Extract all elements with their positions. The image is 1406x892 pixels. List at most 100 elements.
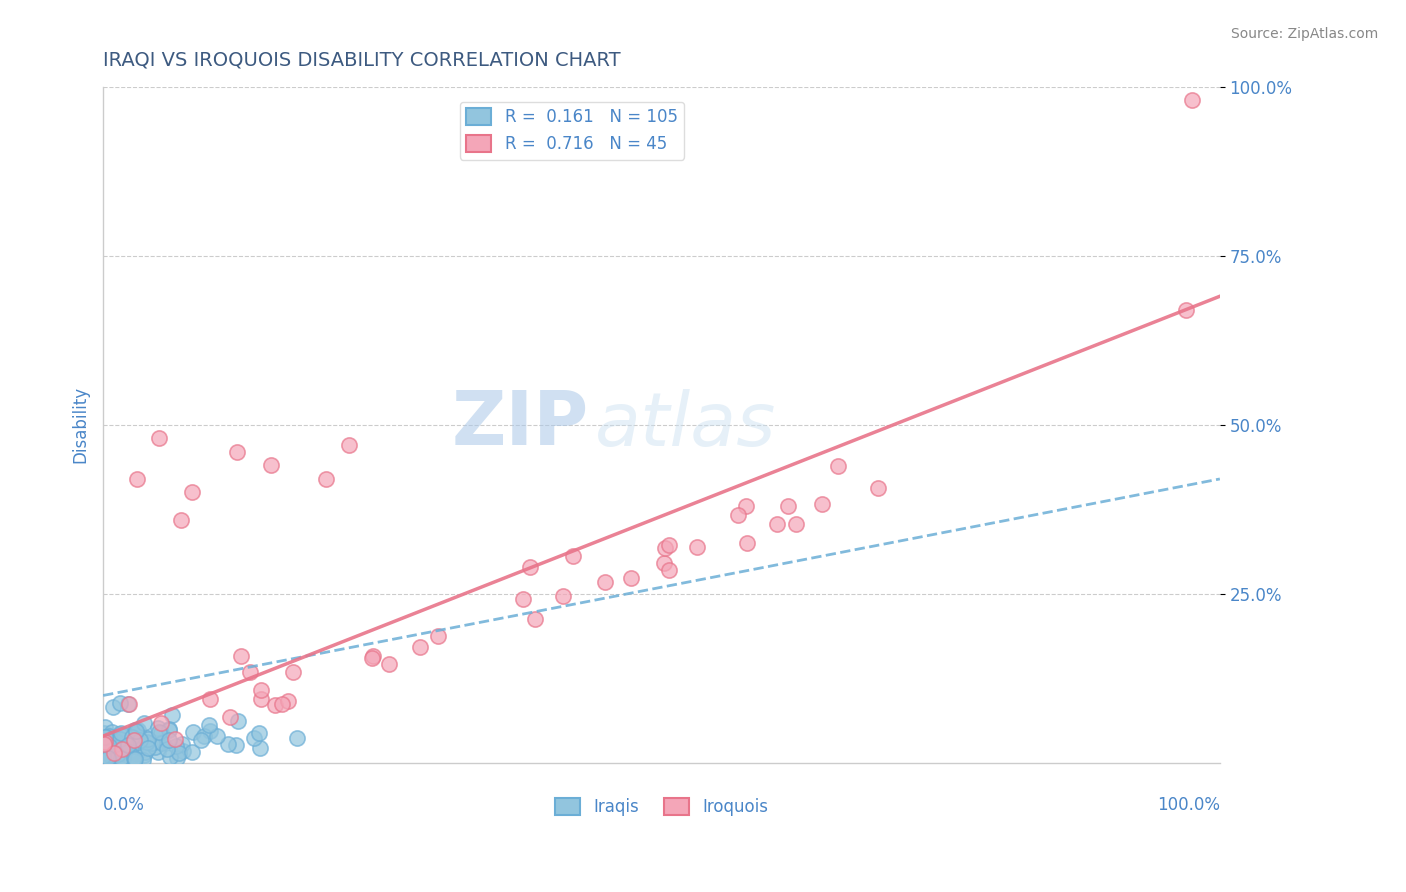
Point bbox=[110, 728, 132, 742]
Point bbox=[132, 716, 155, 731]
Point bbox=[93, 737, 115, 751]
Point bbox=[103, 746, 125, 760]
Point bbox=[97, 730, 120, 744]
Y-axis label: Disability: Disability bbox=[72, 386, 89, 463]
Point bbox=[125, 747, 148, 762]
Point bbox=[97, 748, 120, 763]
Point bbox=[117, 738, 139, 752]
Text: IRAQI VS IROQUOIS DISABILITY CORRELATION CHART: IRAQI VS IROQUOIS DISABILITY CORRELATION… bbox=[103, 51, 621, 70]
Point bbox=[595, 574, 617, 589]
Point bbox=[226, 714, 249, 729]
Point bbox=[97, 750, 120, 764]
Point bbox=[156, 742, 179, 756]
Point bbox=[105, 735, 128, 749]
Point bbox=[93, 726, 115, 740]
Text: Source: ZipAtlas.com: Source: ZipAtlas.com bbox=[1230, 27, 1378, 41]
Point bbox=[165, 739, 187, 753]
Point bbox=[866, 481, 889, 495]
Point bbox=[96, 756, 118, 770]
Point bbox=[124, 733, 146, 747]
Point bbox=[111, 741, 134, 756]
Point bbox=[100, 747, 122, 761]
Point bbox=[657, 538, 679, 552]
Point bbox=[1175, 302, 1198, 317]
Point bbox=[118, 745, 141, 759]
Point bbox=[198, 718, 221, 732]
Point bbox=[170, 512, 193, 526]
Point bbox=[124, 723, 146, 738]
Point bbox=[727, 508, 749, 523]
Point bbox=[134, 745, 156, 759]
Point bbox=[264, 698, 287, 712]
Point bbox=[181, 745, 204, 759]
Legend: Iraqis, Iroquois: Iraqis, Iroquois bbox=[548, 791, 775, 822]
Point bbox=[103, 740, 125, 755]
Text: 100.0%: 100.0% bbox=[1157, 797, 1220, 814]
Point bbox=[166, 751, 188, 765]
Point bbox=[94, 730, 117, 744]
Point bbox=[654, 541, 676, 555]
Point bbox=[105, 739, 128, 753]
Point bbox=[94, 742, 117, 756]
Point bbox=[101, 700, 124, 714]
Point bbox=[519, 559, 541, 574]
Point bbox=[108, 738, 131, 752]
Point bbox=[107, 745, 129, 759]
Point bbox=[620, 571, 643, 585]
Point bbox=[735, 499, 758, 513]
Point bbox=[315, 472, 337, 486]
Point bbox=[172, 744, 194, 758]
Point bbox=[277, 694, 299, 708]
Point bbox=[93, 735, 115, 749]
Point bbox=[765, 517, 787, 532]
Point bbox=[132, 737, 155, 751]
Point bbox=[159, 749, 181, 764]
Point bbox=[94, 745, 117, 759]
Point bbox=[249, 683, 271, 698]
Point bbox=[107, 747, 129, 761]
Text: atlas: atlas bbox=[595, 389, 776, 461]
Point bbox=[108, 727, 131, 741]
Text: 0.0%: 0.0% bbox=[103, 797, 145, 814]
Point bbox=[524, 612, 547, 626]
Point bbox=[271, 697, 294, 711]
Point bbox=[93, 739, 115, 754]
Text: ZIP: ZIP bbox=[451, 388, 589, 461]
Point bbox=[98, 749, 121, 764]
Point bbox=[249, 741, 271, 756]
Point bbox=[1181, 93, 1204, 107]
Point bbox=[148, 724, 170, 739]
Point bbox=[138, 732, 160, 747]
Point bbox=[200, 723, 222, 738]
Point bbox=[100, 734, 122, 748]
Point bbox=[143, 740, 166, 755]
Point bbox=[148, 431, 170, 445]
Point bbox=[134, 747, 156, 762]
Point bbox=[685, 540, 707, 554]
Point bbox=[108, 745, 131, 759]
Point bbox=[512, 591, 534, 606]
Point bbox=[157, 723, 180, 738]
Point bbox=[124, 752, 146, 766]
Point bbox=[409, 640, 432, 655]
Point bbox=[163, 731, 186, 746]
Point bbox=[96, 733, 118, 747]
Point bbox=[125, 472, 148, 486]
Point bbox=[218, 710, 240, 724]
Point bbox=[93, 737, 115, 751]
Point bbox=[141, 736, 163, 750]
Point bbox=[160, 707, 183, 722]
Point bbox=[361, 648, 384, 663]
Point bbox=[127, 734, 149, 748]
Point bbox=[827, 458, 849, 473]
Point bbox=[100, 751, 122, 765]
Point bbox=[225, 738, 247, 752]
Point bbox=[101, 747, 124, 762]
Point bbox=[361, 651, 384, 665]
Point bbox=[127, 723, 149, 738]
Point bbox=[108, 696, 131, 710]
Point bbox=[427, 629, 450, 643]
Point bbox=[157, 732, 180, 747]
Point bbox=[281, 665, 304, 679]
Point bbox=[94, 720, 117, 734]
